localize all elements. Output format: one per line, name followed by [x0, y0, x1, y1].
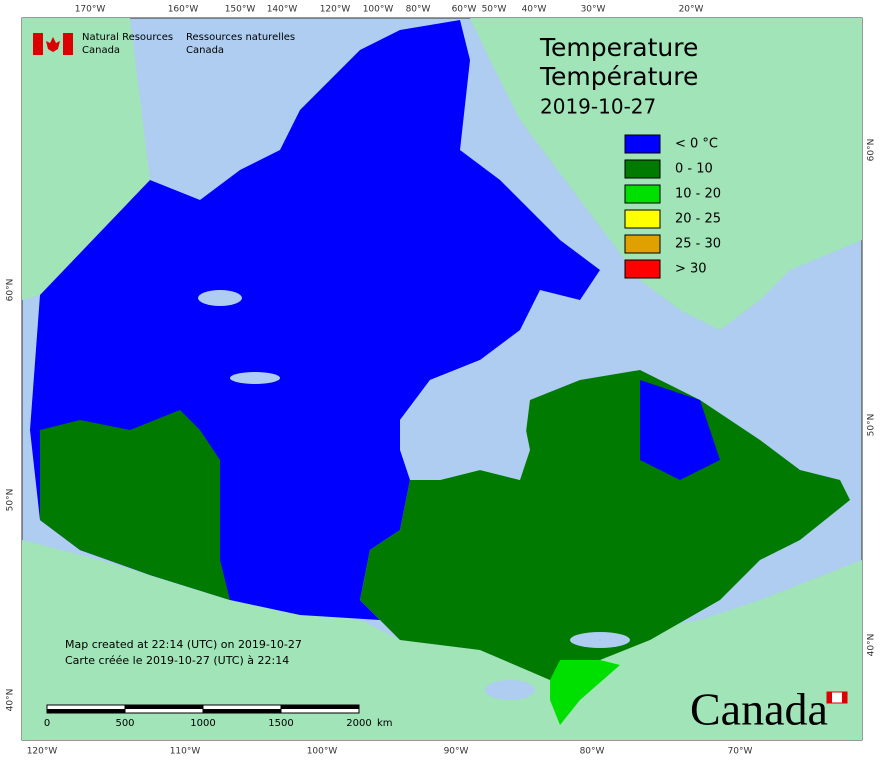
graticule-label: 50°N	[6, 489, 16, 512]
legend-swatch	[624, 159, 661, 179]
lake	[198, 290, 242, 306]
graticule-label: 90°W	[444, 747, 469, 757]
usa	[22, 540, 862, 740]
legend-swatch	[624, 259, 661, 279]
logo	[33, 33, 73, 55]
note: Map created at 22:14 (UTC) on 2019-10-27	[65, 638, 302, 651]
graticule-label: 20°W	[679, 5, 704, 15]
graticule-label: 110°W	[170, 747, 201, 757]
scale-label: 1000	[190, 718, 215, 729]
wordmark-flag	[826, 691, 848, 704]
graticule-label: 80°W	[580, 747, 605, 757]
graticule-label: 50°W	[482, 5, 507, 15]
graticule-label: 50°N	[867, 414, 877, 437]
legend-label: 25 - 30	[675, 237, 721, 252]
legend-swatch	[624, 134, 661, 154]
alaska	[22, 18, 150, 300]
scale-bar-segment	[203, 709, 281, 713]
region-east-0-10	[360, 370, 850, 680]
note: Carte créée le 2019-10-27 (UTC) à 22:14	[65, 654, 289, 667]
title: Temperature	[539, 33, 698, 62]
graticule-label: 140°W	[267, 5, 298, 15]
legend-label: 0 - 10	[675, 162, 713, 177]
graticule-label: 120°W	[27, 747, 58, 757]
legend-label: < 0 °C	[675, 137, 718, 152]
graticule-label: 170°W	[75, 5, 106, 15]
lake	[570, 632, 630, 648]
org-en-2: Canada	[82, 45, 120, 56]
graticule-label: 40°W	[522, 5, 547, 15]
graticule-label: 100°W	[307, 747, 338, 757]
scale-bar-segment	[281, 705, 359, 709]
graticule-label: 150°W	[225, 5, 256, 15]
graticule-label: 60°N	[867, 139, 877, 162]
scale-label: 0	[44, 718, 50, 729]
graticule-label: 70°W	[728, 747, 753, 757]
scale-label: 1500	[268, 718, 293, 729]
wordmark: Canada	[690, 684, 828, 735]
graticule-label: 80°W	[406, 5, 431, 15]
graticule-label: 40°N	[867, 634, 877, 657]
scale-label: 2000	[346, 718, 371, 729]
greenland	[470, 18, 862, 330]
region-ontario-10-20	[550, 660, 620, 725]
scale-bar: 0 500 1000 1500 2000 km	[44, 704, 393, 729]
graticule: 170°W 160°W 150°W 140°W 120°W 100°W 80°W 60°W 50…	[6, 5, 877, 757]
org-en: Natural Resources	[82, 32, 173, 43]
scale-bar-segment	[47, 709, 125, 713]
legend-label: 20 - 25	[675, 212, 721, 227]
legend: < 0 °C 0 - 10 10 - 20 20 - 25 25 - 30 > 30	[624, 134, 721, 279]
graticule-label: 120°W	[320, 5, 351, 15]
title: Température	[539, 62, 698, 91]
scale-bar-segment	[125, 705, 203, 709]
org-fr: Ressources naturelles	[186, 32, 295, 43]
hudson-bay	[400, 360, 530, 480]
legend-label: 10 - 20	[675, 187, 721, 202]
legend-label: > 30	[675, 262, 707, 277]
scale-label: 500	[115, 718, 134, 729]
region-labrador	[640, 380, 720, 480]
legend-swatch	[624, 184, 661, 204]
graticule-label: 160°W	[168, 5, 199, 15]
legend-swatch	[624, 209, 661, 229]
lake	[485, 680, 535, 700]
legend-swatch	[624, 234, 661, 254]
graticule-label: 60°N	[6, 279, 16, 302]
graticule-label: 30°W	[581, 5, 606, 15]
graticule-label: 60°W	[452, 5, 477, 15]
scale-unit: km	[377, 718, 393, 729]
graticule-label: 100°W	[363, 5, 394, 15]
region-west-0-10	[40, 410, 230, 600]
lake	[230, 372, 280, 384]
date: 2019-10-27	[540, 95, 656, 119]
graticule-label: 40°N	[6, 689, 16, 712]
org-fr-2: Canada	[186, 45, 224, 56]
